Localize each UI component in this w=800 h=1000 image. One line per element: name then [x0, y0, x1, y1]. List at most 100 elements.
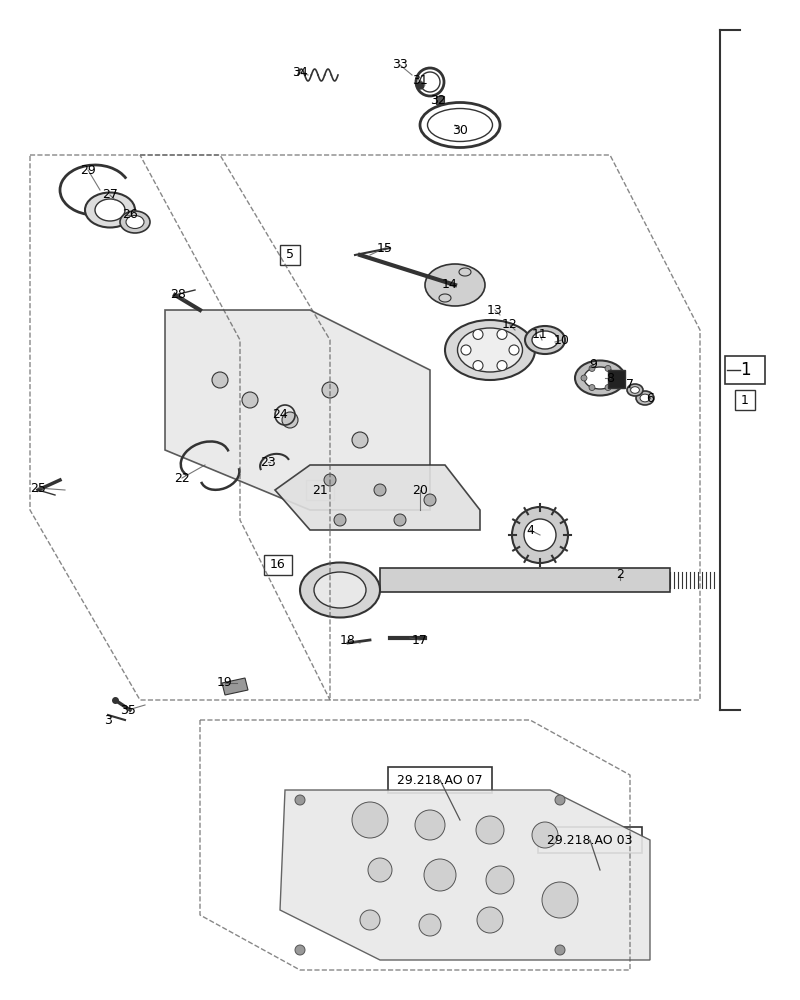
Circle shape — [415, 810, 445, 840]
Circle shape — [352, 432, 368, 448]
Polygon shape — [275, 465, 480, 530]
Text: 12: 12 — [502, 318, 518, 332]
Polygon shape — [222, 678, 248, 695]
Polygon shape — [608, 370, 625, 388]
Text: 16: 16 — [270, 558, 286, 572]
Text: 21: 21 — [312, 484, 328, 496]
Circle shape — [282, 412, 298, 428]
Text: 25: 25 — [30, 482, 46, 494]
Circle shape — [605, 385, 611, 391]
Circle shape — [497, 329, 507, 339]
Text: 19: 19 — [217, 676, 233, 690]
Circle shape — [334, 514, 346, 526]
Circle shape — [486, 866, 514, 894]
Circle shape — [555, 945, 565, 955]
Circle shape — [360, 910, 380, 930]
Ellipse shape — [627, 384, 643, 396]
Text: 28: 28 — [170, 288, 186, 302]
Text: 31: 31 — [412, 74, 428, 87]
Text: 18: 18 — [340, 634, 356, 647]
FancyBboxPatch shape — [306, 480, 334, 500]
Circle shape — [324, 474, 336, 486]
Circle shape — [512, 507, 568, 563]
Circle shape — [295, 945, 305, 955]
Circle shape — [589, 385, 595, 391]
FancyBboxPatch shape — [725, 356, 765, 384]
FancyBboxPatch shape — [280, 245, 300, 265]
Text: 8: 8 — [606, 371, 614, 384]
Text: 4: 4 — [526, 524, 534, 536]
Text: 29.218.AO 03: 29.218.AO 03 — [547, 834, 633, 846]
Circle shape — [542, 882, 578, 918]
Ellipse shape — [95, 199, 125, 221]
Polygon shape — [165, 310, 430, 510]
Ellipse shape — [575, 360, 625, 395]
Text: 34: 34 — [292, 66, 308, 79]
Text: 20: 20 — [412, 484, 428, 496]
FancyBboxPatch shape — [388, 767, 492, 793]
Ellipse shape — [85, 192, 135, 228]
Text: 23: 23 — [260, 456, 276, 468]
FancyBboxPatch shape — [538, 827, 642, 853]
Text: 2: 2 — [616, 568, 624, 582]
Ellipse shape — [640, 394, 650, 402]
Circle shape — [295, 795, 305, 805]
Text: 3: 3 — [104, 714, 112, 726]
Text: 30: 30 — [452, 123, 468, 136]
Text: 24: 24 — [272, 408, 288, 422]
Text: 10: 10 — [554, 334, 570, 347]
Text: 5: 5 — [286, 248, 294, 261]
Ellipse shape — [445, 320, 535, 380]
Text: 35: 35 — [120, 704, 136, 716]
Text: 29: 29 — [80, 163, 96, 176]
Text: 1: 1 — [740, 361, 750, 379]
Circle shape — [322, 382, 338, 398]
Circle shape — [589, 365, 595, 371]
Circle shape — [524, 519, 556, 551]
Circle shape — [461, 345, 471, 355]
Text: 33: 33 — [392, 58, 408, 72]
Ellipse shape — [584, 367, 616, 389]
Circle shape — [424, 494, 436, 506]
Circle shape — [242, 392, 258, 408]
Circle shape — [476, 816, 504, 844]
Circle shape — [497, 361, 507, 371]
Text: 17: 17 — [412, 634, 428, 647]
Circle shape — [477, 907, 503, 933]
Text: 7: 7 — [626, 378, 634, 391]
FancyBboxPatch shape — [264, 555, 292, 575]
Text: 32: 32 — [430, 94, 446, 106]
Circle shape — [613, 375, 619, 381]
Text: 9: 9 — [589, 359, 597, 371]
Circle shape — [212, 372, 228, 388]
Ellipse shape — [425, 264, 485, 306]
Circle shape — [424, 859, 456, 891]
Circle shape — [394, 514, 406, 526]
Ellipse shape — [458, 328, 522, 372]
Circle shape — [368, 858, 392, 882]
Text: 6: 6 — [646, 391, 654, 404]
Circle shape — [509, 345, 519, 355]
Circle shape — [605, 365, 611, 371]
FancyBboxPatch shape — [735, 390, 755, 410]
Circle shape — [581, 375, 587, 381]
Text: 15: 15 — [377, 241, 393, 254]
Polygon shape — [380, 568, 670, 592]
Text: 1: 1 — [741, 393, 749, 406]
Circle shape — [374, 484, 386, 496]
Circle shape — [352, 802, 388, 838]
Ellipse shape — [126, 216, 144, 229]
Text: 27: 27 — [102, 188, 118, 202]
Ellipse shape — [314, 572, 366, 608]
Circle shape — [473, 329, 483, 339]
Circle shape — [473, 361, 483, 371]
Circle shape — [555, 795, 565, 805]
Text: 26: 26 — [122, 209, 138, 222]
Text: 13: 13 — [487, 304, 503, 316]
Ellipse shape — [300, 562, 380, 617]
Ellipse shape — [636, 391, 654, 405]
Circle shape — [419, 914, 441, 936]
Text: 14: 14 — [442, 278, 458, 292]
Ellipse shape — [120, 211, 150, 233]
Ellipse shape — [525, 326, 565, 354]
